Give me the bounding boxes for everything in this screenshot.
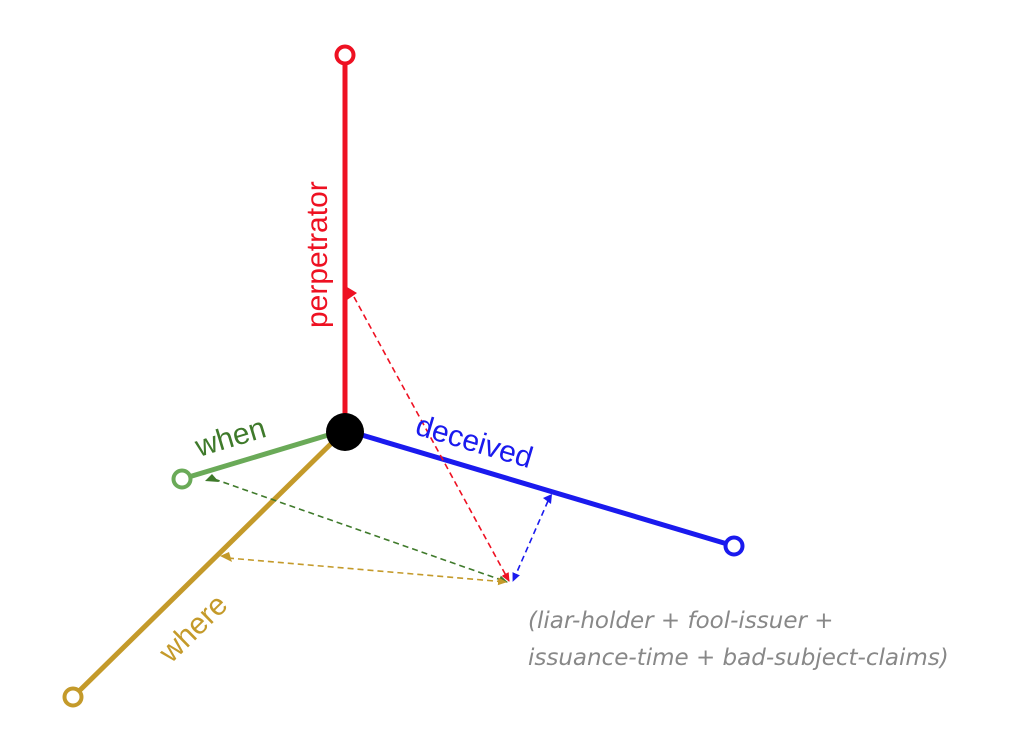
perpetrator-projection-arrow	[353, 296, 510, 582]
origin-point	[326, 413, 364, 451]
when-endpoint	[171, 468, 193, 490]
where-label: where	[152, 588, 234, 670]
where-axis	[71, 428, 347, 699]
when-projection-arrow	[213, 478, 508, 584]
when-axis	[181, 427, 346, 482]
formula-caption-line-2: issuance-time + bad-subject-claims)	[528, 645, 949, 671]
perpetrator-label: perpetrator	[301, 181, 334, 328]
deceived-axis	[344, 427, 735, 549]
deceived-projection-arrow	[512, 500, 549, 582]
deceived-projection-marker	[543, 494, 552, 504]
deceived-endpoint	[723, 535, 745, 557]
deceived-label: deceived	[412, 409, 537, 475]
where-projection-marker	[220, 552, 232, 562]
where-endpoint	[62, 686, 84, 708]
perpetrator-projection-marker	[347, 287, 357, 300]
where-projection-arrow	[227, 557, 507, 586]
formula-caption-line-1: (liar-holder + fool-issuer +	[528, 608, 834, 634]
perpetrator-endpoint	[334, 44, 356, 66]
